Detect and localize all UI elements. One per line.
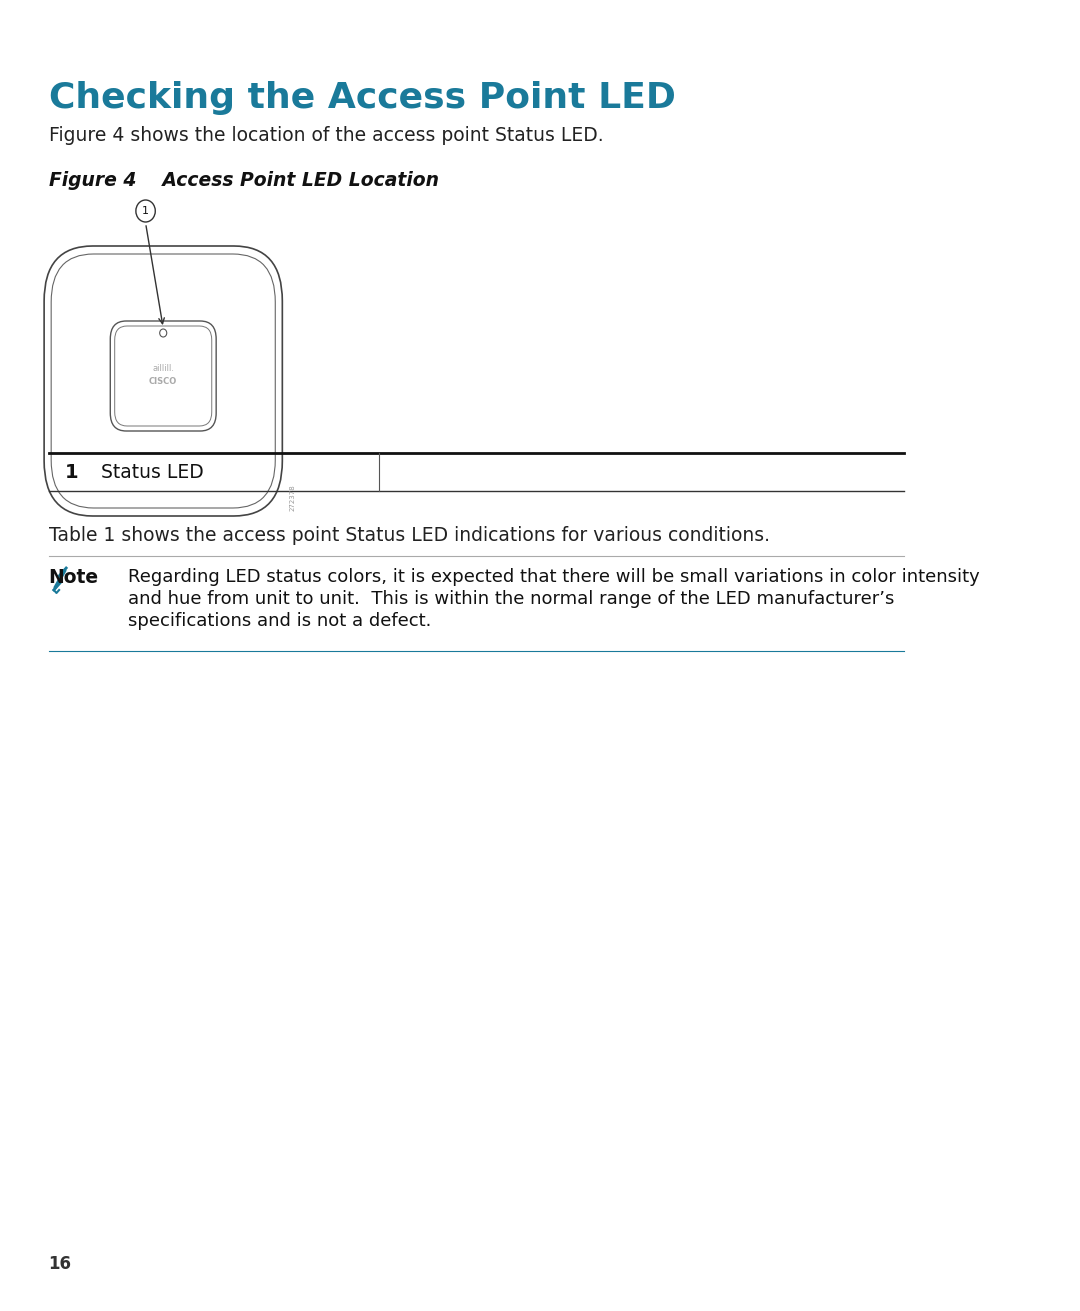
Text: Figure 4 shows the location of the access point Status LED.: Figure 4 shows the location of the acces… [49, 126, 603, 146]
Text: 1: 1 [65, 463, 78, 481]
Circle shape [160, 329, 166, 337]
Text: Table 1 shows the access point Status LED indications for various conditions.: Table 1 shows the access point Status LE… [49, 526, 770, 545]
Text: Regarding LED status colors, it is expected that there will be small variations : Regarding LED status colors, it is expec… [127, 568, 980, 586]
Circle shape [136, 201, 156, 222]
Text: 16: 16 [49, 1255, 71, 1273]
Text: and hue from unit to unit.  This is within the normal range of the LED manufactu: and hue from unit to unit. This is withi… [127, 590, 894, 608]
Text: 1: 1 [143, 206, 149, 216]
FancyBboxPatch shape [44, 246, 282, 517]
Text: specifications and is not a defect.: specifications and is not a defect. [127, 612, 431, 631]
FancyBboxPatch shape [110, 321, 216, 431]
Text: Note: Note [49, 568, 98, 587]
Text: Figure 4    Access Point LED Location: Figure 4 Access Point LED Location [49, 170, 438, 190]
FancyBboxPatch shape [114, 326, 212, 426]
FancyBboxPatch shape [51, 254, 275, 507]
Text: CISCO: CISCO [149, 376, 177, 385]
Text: 272378: 272378 [289, 484, 296, 511]
Text: aillill.: aillill. [152, 363, 174, 372]
Text: Checking the Access Point LED: Checking the Access Point LED [49, 81, 675, 115]
Text: Status LED: Status LED [102, 463, 204, 481]
